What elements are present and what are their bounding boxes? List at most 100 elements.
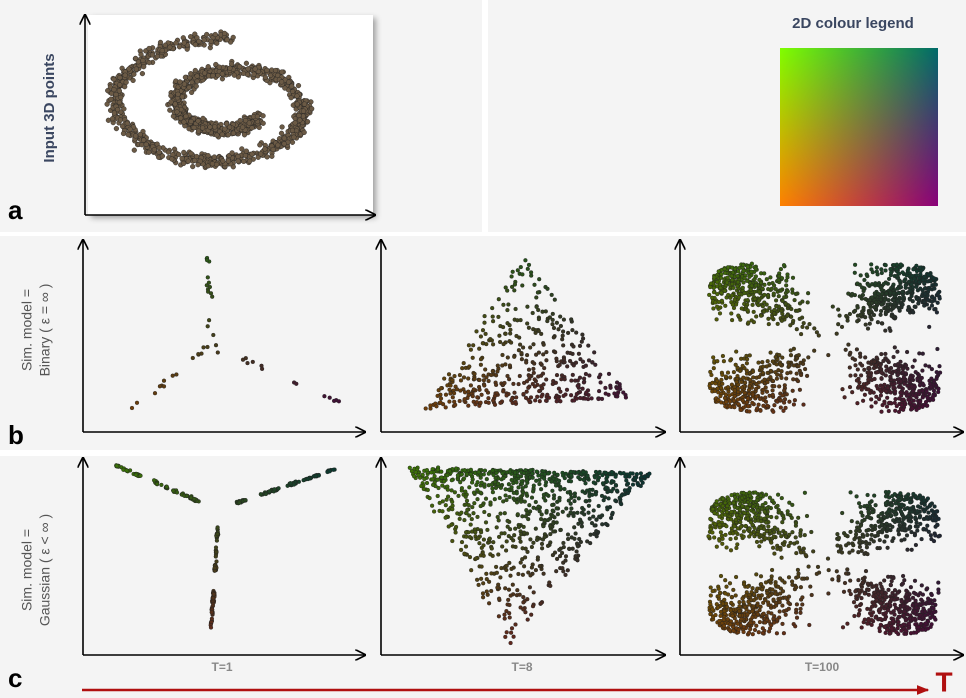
point [484, 342, 489, 347]
point [772, 551, 777, 556]
point [462, 517, 467, 523]
point [866, 377, 871, 382]
point [534, 304, 539, 309]
point [456, 493, 461, 498]
point [219, 71, 225, 77]
point [525, 321, 530, 326]
point [463, 544, 469, 549]
point [582, 512, 587, 517]
point [536, 317, 541, 322]
point [861, 382, 866, 387]
point [784, 278, 789, 283]
point [885, 385, 890, 390]
point [472, 501, 477, 506]
point [737, 291, 742, 296]
point [492, 479, 498, 485]
point [735, 284, 740, 289]
point [739, 306, 744, 311]
point [447, 387, 452, 392]
point [484, 477, 489, 482]
point [211, 592, 216, 597]
point [908, 400, 913, 405]
point [483, 520, 489, 525]
point [513, 622, 518, 627]
point [494, 470, 499, 475]
point [916, 275, 922, 281]
point [205, 324, 210, 329]
point [527, 374, 532, 379]
point [913, 370, 918, 375]
point [613, 498, 618, 503]
point [565, 568, 570, 573]
point [575, 470, 580, 475]
point [605, 474, 610, 479]
point [478, 362, 483, 367]
point [885, 395, 890, 400]
point [739, 385, 744, 390]
point [558, 486, 563, 491]
point [752, 296, 758, 302]
point [538, 516, 544, 522]
point [883, 389, 889, 394]
point [141, 64, 147, 70]
point [113, 91, 119, 98]
point [862, 367, 867, 372]
point [487, 601, 492, 606]
point [141, 137, 147, 143]
point [462, 390, 468, 395]
point [600, 473, 605, 478]
point [514, 480, 519, 485]
point [711, 366, 716, 371]
point [313, 473, 318, 478]
point [905, 366, 910, 371]
point [735, 273, 740, 279]
point [791, 346, 796, 351]
point [526, 385, 531, 390]
point [794, 371, 799, 376]
point [489, 372, 494, 378]
point [535, 555, 540, 560]
point [785, 289, 790, 294]
point [533, 499, 538, 505]
point [718, 394, 723, 399]
point [570, 328, 575, 333]
point [754, 394, 759, 399]
point [782, 388, 787, 393]
point [480, 341, 485, 346]
point [760, 360, 765, 365]
point [798, 372, 804, 378]
point [872, 359, 877, 364]
point [453, 530, 458, 535]
point [258, 492, 263, 497]
point [515, 588, 520, 593]
point [780, 315, 786, 320]
point [788, 353, 794, 358]
point [500, 544, 505, 549]
point [513, 399, 518, 405]
point [812, 348, 817, 353]
point [483, 367, 488, 372]
point [576, 475, 581, 480]
point [492, 497, 497, 502]
point [155, 481, 160, 487]
point [502, 531, 507, 536]
point [866, 365, 872, 370]
point [423, 406, 428, 411]
point [908, 288, 913, 294]
point [477, 377, 482, 383]
point [574, 549, 579, 554]
point [190, 164, 196, 170]
point [449, 478, 454, 483]
point [716, 398, 721, 403]
point [778, 267, 783, 272]
point [712, 388, 717, 394]
point [495, 369, 500, 374]
point [847, 311, 852, 317]
point [442, 376, 447, 381]
point [773, 298, 779, 303]
point [860, 398, 866, 403]
point [532, 282, 537, 287]
point [901, 397, 906, 402]
point [708, 281, 714, 286]
point [476, 470, 481, 475]
